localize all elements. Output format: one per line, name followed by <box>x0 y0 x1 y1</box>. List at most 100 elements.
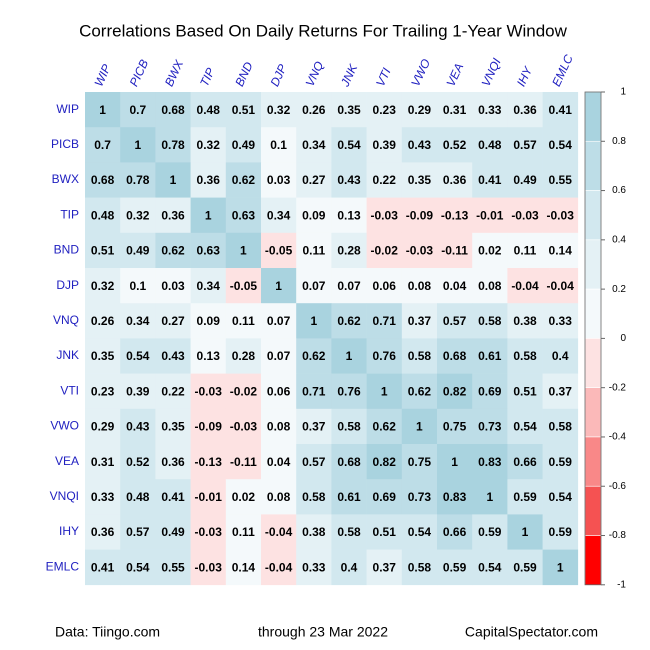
heatmap-cell <box>401 162 438 198</box>
heatmap-cell <box>190 479 227 515</box>
heatmap-cell <box>155 373 191 410</box>
cell-label: 0.29 <box>408 103 432 117</box>
heatmap-cell <box>296 92 332 128</box>
cell-label: 0.34 <box>197 279 221 293</box>
cell-label: 0.09 <box>197 314 221 328</box>
heatmap-cell <box>472 444 508 480</box>
cell-label: 0.4 <box>552 349 569 363</box>
heatmap-cell <box>190 514 227 550</box>
cell-label: 1 <box>416 420 423 434</box>
source-note: Data: Tiingo.com <box>55 624 160 640</box>
heatmap-cell <box>366 408 403 445</box>
heatmap-cell <box>437 197 473 234</box>
cell-label: 0.58 <box>408 349 432 363</box>
cell-label: 0.43 <box>337 173 361 187</box>
heatmap-cell <box>472 338 508 374</box>
cell-label: 0.58 <box>408 560 432 574</box>
cell-label: -0.02 <box>230 384 258 398</box>
heatmap-cell <box>296 373 332 410</box>
cell-label: 0.11 <box>232 314 255 328</box>
cell-label: 0.08 <box>478 279 502 293</box>
cell-label: 0.28 <box>232 349 256 363</box>
heatmap-cell <box>401 408 438 445</box>
heatmap-cell <box>331 197 367 234</box>
cell-label: 0.75 <box>443 420 467 434</box>
cell-label: 0.73 <box>478 420 502 434</box>
heatmap-cell <box>331 338 367 374</box>
heatmap-cell <box>331 479 367 515</box>
cell-label: 0.08 <box>267 420 291 434</box>
cell-label: 0.63 <box>232 208 256 222</box>
heatmap-cell <box>507 479 543 515</box>
cell-label: 0.35 <box>408 173 432 187</box>
cell-label: 0.69 <box>373 490 397 504</box>
heatmap-cell <box>542 373 579 410</box>
heatmap-cell <box>296 197 332 234</box>
colorbar-band <box>584 190 602 241</box>
heatmap-cell <box>85 338 121 374</box>
heatmap-cell <box>225 92 262 128</box>
cell-label: 0.52 <box>443 138 467 152</box>
heatmap-cell <box>437 479 473 515</box>
cell-label: 0.23 <box>373 103 397 117</box>
cell-label: 0.03 <box>161 279 185 293</box>
cell-label: 1 <box>557 560 564 574</box>
colorbar-band <box>584 387 602 438</box>
cell-label: 0.49 <box>126 244 150 258</box>
heatmap-cell <box>190 373 227 410</box>
cell-label: -0.03 <box>547 208 575 222</box>
cell-label: 0.32 <box>267 103 291 117</box>
heatmap-cell <box>472 303 508 339</box>
heatmap-cell <box>155 92 191 128</box>
heatmap-cell <box>507 373 543 410</box>
heatmap-cell <box>472 127 508 163</box>
heatmap-cell <box>120 162 156 198</box>
site-note: CapitalSpectator.com <box>465 624 598 640</box>
heatmap-cell <box>85 444 121 480</box>
colorbar-label: 0.6 <box>612 185 626 196</box>
heatmap-cell <box>542 162 579 198</box>
cell-label: 0.62 <box>302 349 326 363</box>
cell-label: 0.48 <box>91 208 115 222</box>
heatmap-cell <box>296 162 332 198</box>
cell-label: 0.62 <box>161 244 185 258</box>
heatmap-cell <box>85 373 121 410</box>
cell-label: 0.11 <box>302 244 325 258</box>
heatmap-cell <box>472 408 508 445</box>
column-label: WIP <box>92 62 114 88</box>
heatmap-cell <box>155 479 191 515</box>
heatmap-cell <box>190 162 227 198</box>
cell-label: 0.76 <box>373 349 397 363</box>
heatmap-cell <box>225 338 262 374</box>
cell-label: 0.31 <box>91 455 115 469</box>
heatmap-cell <box>437 127 473 163</box>
heatmap-cell <box>401 514 438 550</box>
cell-label: 0.38 <box>513 314 537 328</box>
cell-label: 0.41 <box>549 103 573 117</box>
cell-label: -0.03 <box>406 244 434 258</box>
cell-label: 0.37 <box>408 314 432 328</box>
heatmap-cell <box>437 162 473 198</box>
heatmap-cell <box>331 162 367 198</box>
cell-label: 0.58 <box>513 349 537 363</box>
colorbar-band <box>584 338 602 388</box>
heatmap-cell <box>120 197 156 234</box>
colorbar-label: 0.8 <box>612 136 626 147</box>
cell-label: 1 <box>346 349 353 363</box>
heatmap-cell <box>401 373 438 410</box>
heatmap-cell <box>437 373 473 410</box>
heatmap-cell <box>401 268 438 304</box>
cell-label: 0.37 <box>549 384 573 398</box>
heatmap-cell <box>366 373 403 410</box>
cell-label: 0.04 <box>267 455 291 469</box>
heatmap-cell <box>542 92 579 128</box>
row-label: JNK <box>56 348 79 362</box>
colorbar-label: -0.8 <box>609 530 627 541</box>
heatmap-cell <box>401 479 438 515</box>
cell-label: 0.57 <box>513 138 537 152</box>
cell-label: 0.34 <box>267 208 291 222</box>
cell-label: 0.58 <box>337 420 361 434</box>
heatmap-cell <box>296 514 332 550</box>
colorbar-label: 0.4 <box>612 234 626 245</box>
cell-label: 0.37 <box>302 420 326 434</box>
